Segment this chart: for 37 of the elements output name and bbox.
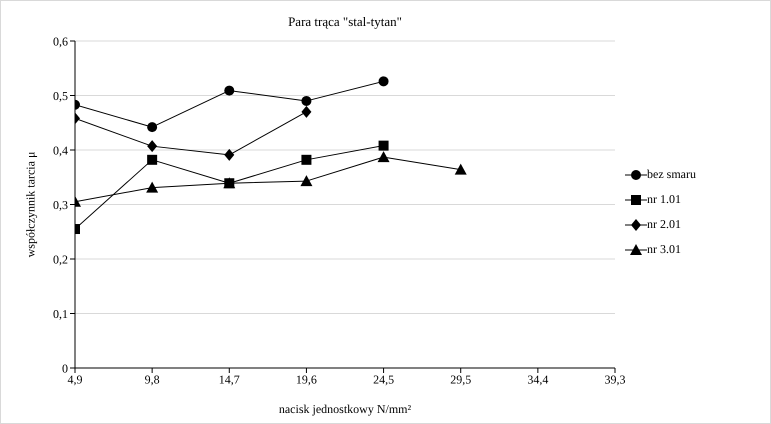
- legend-label: nr 3.01: [647, 242, 681, 257]
- point: [301, 96, 312, 106]
- point: [301, 106, 312, 118]
- point: [378, 151, 390, 162]
- point: [147, 154, 158, 165]
- point: [224, 178, 234, 188]
- point: [454, 164, 467, 175]
- x-axis-title: nacisk jednostkowy N/mm²: [278, 402, 412, 417]
- y-tick-label: 0: [62, 361, 68, 376]
- legend-label: bez smaru: [647, 167, 696, 182]
- x-tick-label: 29,5: [450, 372, 472, 387]
- point: [224, 86, 234, 96]
- legend-label: nr 2.01: [647, 217, 681, 232]
- legend-label: nr 1.01: [647, 192, 681, 207]
- y-axis-title: współczynnik tarcia μ: [23, 152, 38, 258]
- point: [146, 182, 158, 193]
- point: [147, 140, 158, 152]
- x-tick-label: 24,5: [373, 372, 394, 387]
- x-tick-label: 14,7: [218, 372, 240, 387]
- y-tick-label: 0,4: [53, 143, 68, 158]
- point: [300, 175, 312, 186]
- y-tick-label: 0,3: [53, 198, 68, 212]
- chart-title: Para trąca "stal-tytan": [287, 14, 403, 30]
- x-tick-label: 34,4: [527, 372, 548, 387]
- x-tick-label: 39,3: [604, 372, 626, 387]
- x-tick-label: 9,8: [144, 372, 160, 387]
- y-tick-label: 0,1: [53, 306, 68, 321]
- point: [378, 140, 389, 151]
- y-tick-label: 0,2: [53, 252, 68, 266]
- y-tick-label: 0,5: [53, 88, 68, 103]
- x-tick-label: 19,6: [296, 372, 317, 387]
- point: [301, 154, 312, 165]
- x-tick-label: 4,9: [68, 372, 82, 387]
- point: [378, 76, 389, 86]
- y-tick-label: 0,6: [53, 34, 68, 48]
- point: [224, 148, 234, 161]
- point: [147, 122, 158, 132]
